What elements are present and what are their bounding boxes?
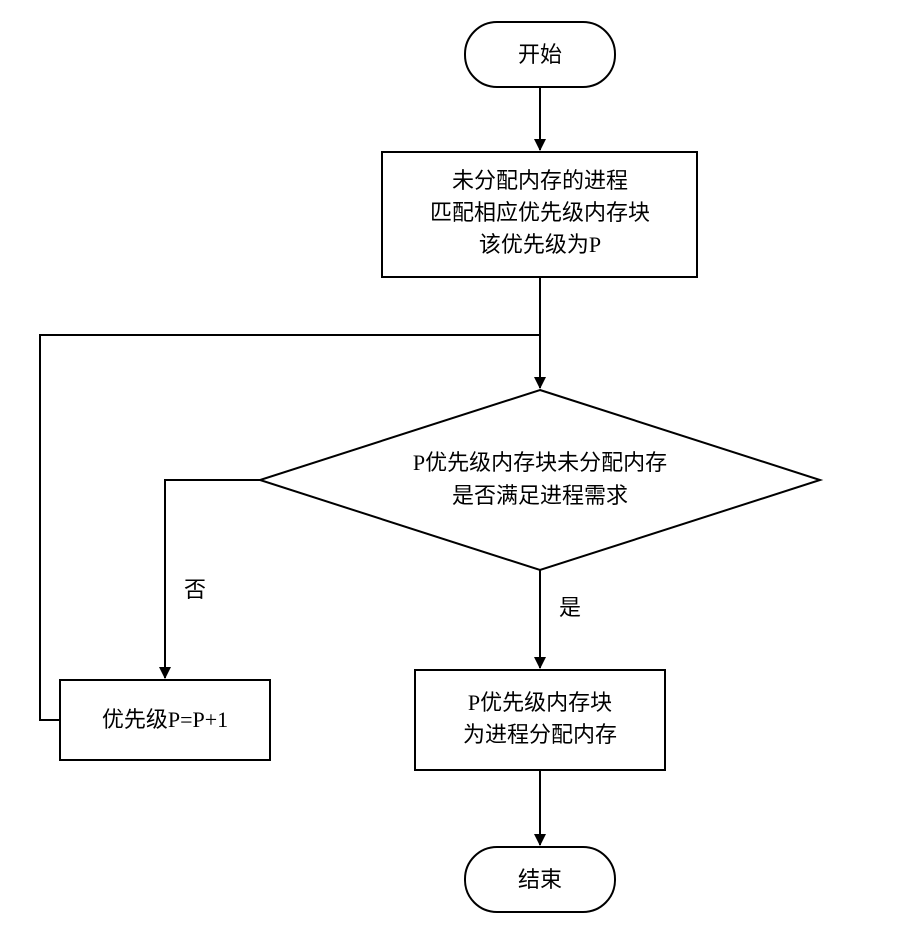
node-process-no: 优先级P=P+1: [60, 680, 270, 760]
node-start: 开始: [465, 22, 615, 87]
process1-line3: 该优先级为P: [479, 232, 601, 257]
flowchart-canvas: 是 否 开始 未分配内存的进程 匹配相应优先级内存块 该优先级为P P优先级内存…: [0, 0, 897, 949]
edge-label-yes: 是: [559, 595, 581, 620]
process-no-line1: 优先级P=P+1: [102, 707, 228, 732]
node-process1: 未分配内存的进程 匹配相应优先级内存块 该优先级为P: [382, 152, 697, 277]
decision-line2: 是否满足进程需求: [452, 483, 628, 508]
process1-line1: 未分配内存的进程: [452, 168, 628, 193]
node-end: 结束: [465, 847, 615, 912]
process1-line2: 匹配相应优先级内存块: [430, 200, 650, 225]
end-label: 结束: [518, 867, 562, 892]
process-yes-line2: 为进程分配内存: [463, 722, 617, 747]
start-label: 开始: [518, 42, 562, 67]
edge-decision-no: [165, 480, 260, 678]
node-process-yes: P优先级内存块 为进程分配内存: [415, 670, 665, 770]
process-yes-line1: P优先级内存块: [468, 690, 612, 715]
edge-label-no: 否: [184, 577, 206, 602]
decision-line1: P优先级内存块未分配内存: [413, 450, 667, 475]
node-decision: P优先级内存块未分配内存 是否满足进程需求: [260, 390, 820, 570]
